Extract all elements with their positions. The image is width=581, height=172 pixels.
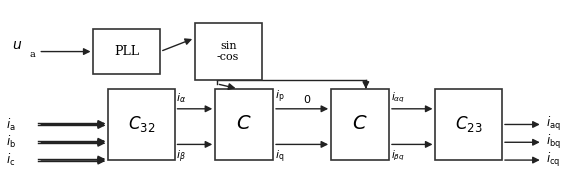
Bar — [195, 23, 261, 80]
Text: $i_\mathrm{q}$: $i_\mathrm{q}$ — [275, 149, 284, 165]
Text: a: a — [30, 50, 35, 60]
Text: $C$: $C$ — [352, 115, 368, 133]
Text: PLL: PLL — [114, 45, 139, 58]
Bar — [435, 89, 502, 160]
Bar — [94, 29, 160, 74]
Text: $C_{32}$: $C_{32}$ — [128, 115, 155, 135]
Text: $i_{\mathrm{bq}}$: $i_{\mathrm{bq}}$ — [546, 133, 561, 151]
Text: $i_\mathrm{p}$: $i_\mathrm{p}$ — [275, 88, 285, 105]
Bar — [108, 89, 174, 160]
Text: $C_{23}$: $C_{23}$ — [455, 115, 482, 135]
Text: $u$: $u$ — [12, 38, 23, 52]
Bar — [215, 89, 273, 160]
Text: $i_\beta$: $i_\beta$ — [176, 149, 186, 165]
Text: $i_{\mathrm{aq}}$: $i_{\mathrm{aq}}$ — [546, 115, 560, 133]
Text: $i_\mathrm{b}$: $i_\mathrm{b}$ — [6, 134, 16, 150]
Text: $i_{\mathrm{cq}}$: $i_{\mathrm{cq}}$ — [546, 151, 560, 169]
Text: $i_\mathrm{a}$: $i_\mathrm{a}$ — [6, 116, 16, 132]
Text: $i_\mathrm{c}$: $i_\mathrm{c}$ — [6, 152, 16, 168]
Text: $0$: $0$ — [303, 93, 311, 105]
Text: $i_{\alpha q}$: $i_{\alpha q}$ — [391, 90, 405, 105]
Text: $i_{\beta q}$: $i_{\beta q}$ — [391, 149, 404, 163]
Text: $i_\alpha$: $i_\alpha$ — [176, 91, 187, 105]
Bar — [331, 89, 389, 160]
Text: $C$: $C$ — [236, 115, 252, 133]
Text: sin
-cos: sin -cos — [217, 41, 239, 62]
